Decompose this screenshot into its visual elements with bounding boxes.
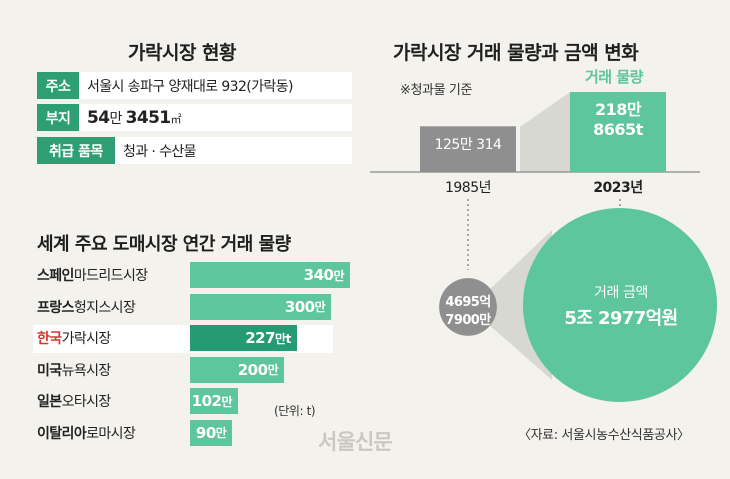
source-text: 〈자료: 서울시농수산식품공사〉 (518, 428, 690, 443)
bar-value-unit: 만 (267, 363, 279, 377)
bar-value-label: 227 (245, 329, 276, 347)
volume-chart-title: 가락시장 거래 물량과 금액 변화 (393, 42, 639, 64)
world-category-label: 이탈리아 로마시장 (37, 420, 136, 446)
amount-circle (523, 208, 717, 402)
market-name: 뉴욕시장 (61, 362, 112, 379)
address-value: 서울시 송파구 양재대로 932(가락동) (87, 78, 293, 95)
bar-value-unit: 만 (215, 426, 227, 440)
site-value-num2: 3451 (125, 107, 172, 128)
site-value: 54만 3451㎡ (79, 107, 182, 128)
year-label: 1985년 (444, 180, 492, 196)
bar-value-label: 300 (284, 297, 315, 316)
country-name: 일본 (37, 394, 62, 410)
world-category-label: 한국 가락시장 (37, 325, 111, 351)
country-name: 한국 (37, 331, 62, 347)
amount-1985-line1: 4695억 (445, 295, 491, 310)
bar-value-unit: 만t (275, 331, 291, 346)
seoul-shinmun-logo: 서울신문 (318, 430, 393, 454)
country-name: 프랑스 (37, 299, 74, 316)
year-label: 2023년 (593, 180, 643, 196)
country-name: 이탈리아 (37, 425, 87, 442)
world-bar: 300 만 (190, 293, 332, 320)
items-value: 청과 · 수산물 (123, 143, 197, 160)
site-value-unit2: ㎡ (170, 112, 182, 126)
country-name: 미국 (37, 362, 62, 379)
address-label: 주소 (37, 72, 79, 99)
amount-1985-line2: 7900만 (445, 313, 491, 328)
world-category-label: 미국 뉴욕시장 (37, 357, 111, 383)
world-category-label: 스페인 마드리드시장 (37, 262, 148, 288)
world-bar: 90 만 (190, 419, 233, 446)
volume-value-label: 218만 8665t (570, 100, 666, 140)
world-bar: 340 만 (190, 262, 350, 288)
bar-value-label: 90 (195, 423, 216, 442)
info-row-address: 주소 서울시 송파구 양재대로 932(가락동) (37, 72, 352, 99)
market-name: 헝지스시장 (73, 299, 136, 316)
bar-value-label: 340 (303, 266, 334, 284)
unit-note: (단위: t) (274, 404, 316, 418)
volume-value-label: 125만 314 (434, 137, 502, 154)
world-bar: 227 만t (190, 325, 297, 351)
info-row-site: 부지 54만 3451㎡ (37, 104, 352, 131)
volume-value-line2: 8665t (593, 120, 643, 139)
site-value-num1: 54 (87, 107, 110, 128)
volume-value-line1: 218만 (594, 100, 642, 119)
info-row-items: 취급 품목 청과 · 수산물 (37, 137, 352, 164)
bar-value-unit: 만 (221, 394, 232, 409)
volume-bar (570, 92, 666, 172)
world-bar: 200 만 (190, 356, 285, 383)
country-name: 스페인 (37, 268, 74, 284)
market-name: 로마시장 (86, 425, 136, 442)
world-category-label: 일본 오타시장 (37, 388, 111, 414)
amount-2023-label: 거래 금액 (594, 285, 648, 301)
volume-bar (420, 126, 516, 172)
bar-value-label: 200 (237, 360, 268, 379)
market-name: 마드리드시장 (73, 268, 148, 284)
amount-2023-value: 5조 2977억원 (564, 308, 678, 329)
site-label: 부지 (37, 104, 79, 131)
world-chart-title: 세계 주요 도매시장 연간 거래 물량 (37, 234, 291, 255)
bar-value-label: 102 (191, 392, 222, 410)
market-name: 가락시장 (61, 331, 112, 347)
amount-circle (439, 278, 497, 336)
market-status-title: 가락시장 현황 (128, 42, 237, 64)
world-category-label: 프랑스 헝지스시장 (37, 294, 136, 320)
produce-basis-note: ※청과물 기준 (400, 83, 473, 98)
volume-series-label: 거래 물량 (585, 68, 643, 86)
world-bar: 102 만 (190, 388, 238, 414)
site-value-unit1: 만 (109, 110, 126, 127)
bar-value-unit: 만 (333, 268, 344, 283)
volume-projection (520, 92, 570, 172)
items-label: 취급 품목 (37, 137, 115, 164)
bar-value-unit: 만 (314, 300, 326, 314)
market-name: 오타시장 (61, 394, 112, 410)
